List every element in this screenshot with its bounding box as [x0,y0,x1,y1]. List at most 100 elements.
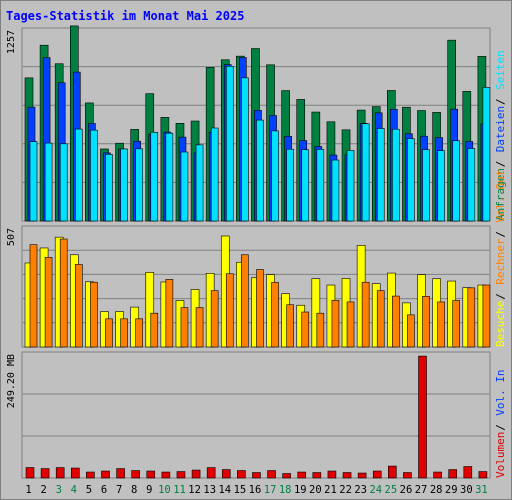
bar-seiten-day-30 [467,148,476,222]
bar-volumen-day-6 [101,470,110,479]
bar-rechner-day-12 [195,307,204,348]
bar-seiten-day-16 [256,119,264,222]
bar-rechner-day-14 [225,273,234,348]
bar-rechner-day-1 [29,244,38,348]
bar-seiten-day-24 [376,128,385,222]
bar-seiten-day-9 [150,131,159,222]
bar-seiten-day-28 [437,150,445,222]
bar-rechner-day-24 [376,290,385,348]
legend-separator: / [494,231,507,238]
bar-volumen-day-23 [357,472,367,479]
bar-rechner-day-6 [105,318,113,348]
bar-rechner-day-11 [180,307,189,348]
day-label-20: 20 [309,484,322,496]
day-label-18: 18 [279,484,292,496]
bar-seiten-day-19 [301,149,310,222]
bar-rechner-day-15 [241,254,249,348]
day-label-12: 12 [188,484,201,496]
legend-volumen: Volumen [494,432,507,478]
legend-separator: / [494,424,507,431]
bar-rechner-day-10 [165,279,174,348]
day-label-8: 8 [131,484,137,496]
bar-seiten-day-27 [422,149,430,222]
chart-title: Tages-Statistik im Monat Mai 2025 [6,9,244,23]
bar-rechner-day-13 [210,290,219,348]
bar-volumen-day-7 [116,468,125,479]
legend-anfragen: Anfragen [494,168,507,221]
bar-seiten-day-13 [210,127,219,222]
legend-separator: / [494,161,507,168]
bar-rechner-day-3 [59,238,68,348]
bar-rechner-day-2 [44,257,53,348]
day-label-16: 16 [249,484,262,496]
day-label-7: 7 [116,484,122,496]
bar-rechner-day-19 [301,311,310,348]
bar-rechner-day-20 [316,312,325,348]
bar-seiten-day-18 [286,148,294,222]
day-label-6: 6 [101,484,107,496]
volume-panel: 249.20 MB [6,351,491,479]
bar-besuche-day-20 [311,278,321,348]
day-label-1: 1 [25,484,31,496]
day-label-27: 27 [415,484,428,496]
day-label-23: 23 [354,484,367,496]
bar-seiten-day-21 [331,159,340,222]
bar-rechner-day-28 [437,301,445,348]
day-label-24: 24 [369,484,382,496]
bar-volumen-day-21 [327,470,337,479]
legend-rechner: Rechner [494,238,507,285]
bar-rechner-day-23 [361,281,370,348]
bar-rechner-day-17 [271,282,279,348]
bar-volumen-day-14 [221,469,231,479]
legend-volin: Vol. In [494,369,507,415]
day-label-2: 2 [40,484,46,496]
bar-volumen-day-27 [418,355,427,479]
day-label-21: 21 [324,484,337,496]
day-label-4: 4 [71,484,77,496]
day-label-22: 22 [339,484,352,496]
bar-seiten-day-29 [452,140,461,222]
day-axis-labels: 1 2 3 4 5 6 7 8 9 10 11 12 13 14 15 16 17 18 19 20 21 22 23 24 2… [25,484,487,496]
bar-volumen-day-19 [297,471,307,479]
y-axis-max-label: 249.20 MB [6,354,17,408]
legend-dateien: Dateien [494,106,507,152]
bar-volumen-day-25 [388,465,397,479]
bar-volumen-day-18 [282,473,291,479]
right-legend: Anfragen / Dateien / Seiten Besuche / Rec… [494,50,507,478]
day-label-13: 13 [203,484,216,496]
bar-rechner-day-26 [407,314,415,348]
bar-volumen-day-8 [131,470,140,479]
bar-volumen-day-15 [237,470,246,479]
bar-seiten-day-14 [225,66,234,222]
requests-panel: 1257 [6,25,491,222]
bar-rechner-day-31 [482,284,491,348]
bar-volumen-day-30 [463,466,473,479]
day-label-29: 29 [445,484,458,496]
bar-volumen-day-20 [312,472,322,479]
day-label-30: 30 [460,484,473,496]
bar-rechner-day-27 [422,296,430,348]
bar-volumen-day-31 [478,471,488,479]
day-label-14: 14 [218,484,231,496]
bar-seiten-day-25 [392,128,400,222]
bar-volumen-day-13 [206,467,216,479]
day-label-28: 28 [430,484,443,496]
bar-rechner-day-8 [135,318,143,348]
day-label-31: 31 [475,484,488,496]
bar-rechner-day-25 [392,295,400,348]
bar-rechner-day-18 [286,304,294,348]
bar-rechner-day-7 [120,318,128,348]
bar-besuche-day-9 [145,272,155,348]
bar-seiten-day-10 [165,132,174,222]
bar-volumen-day-1 [25,467,35,479]
bar-seiten-day-23 [361,123,370,222]
y-axis-max-label: 1257 [6,30,17,54]
bar-rechner-day-22 [346,301,355,348]
bar-volumen-day-10 [161,471,171,479]
bar-seiten-day-20 [316,149,325,222]
day-label-11: 11 [173,484,186,496]
bar-volumen-day-11 [176,471,186,479]
bar-seiten-day-5 [90,129,98,222]
bar-seiten-day-26 [407,138,415,222]
